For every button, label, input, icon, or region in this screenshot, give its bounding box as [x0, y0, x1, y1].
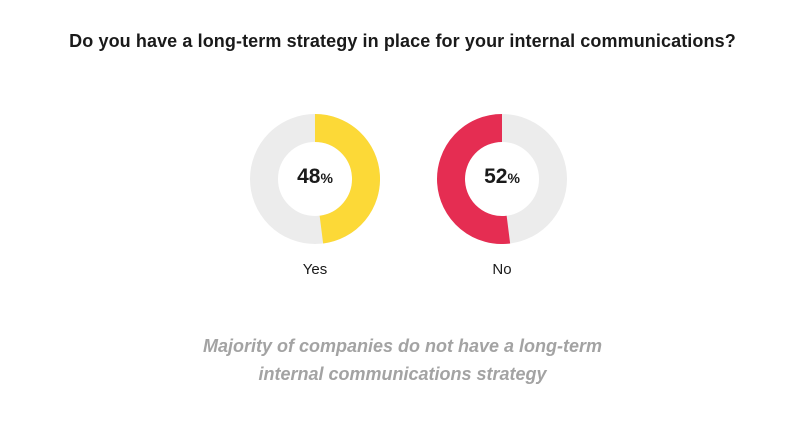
caption-line-2: internal communications strategy	[258, 364, 547, 384]
chart-caption: Majority of companies do not have a long…	[0, 332, 805, 388]
donut-chart-yes: 48% Yes	[250, 114, 380, 299]
donut-yes-number: 48	[297, 165, 321, 188]
donut-no-unit: %	[507, 170, 520, 186]
donut-no-svg	[437, 114, 567, 244]
donut-yes-slice	[314, 114, 380, 244]
chart-title: Do you have a long-term strategy in plac…	[69, 31, 736, 51]
donut-no-value: 52%	[437, 161, 567, 194]
donut-no-number: 52	[484, 165, 508, 188]
donut-no-slice	[437, 114, 511, 244]
donut-yes-label: Yes	[302, 261, 328, 278]
caption-line-1: Majority of companies do not have a long…	[202, 336, 603, 356]
donut-yes-svg	[250, 114, 380, 244]
donut-chart-no: 52% No	[437, 114, 567, 299]
donut-yes-value: 48%	[250, 161, 380, 194]
donut-yes-unit: %	[320, 170, 333, 186]
donut-no-label: No	[492, 261, 512, 278]
